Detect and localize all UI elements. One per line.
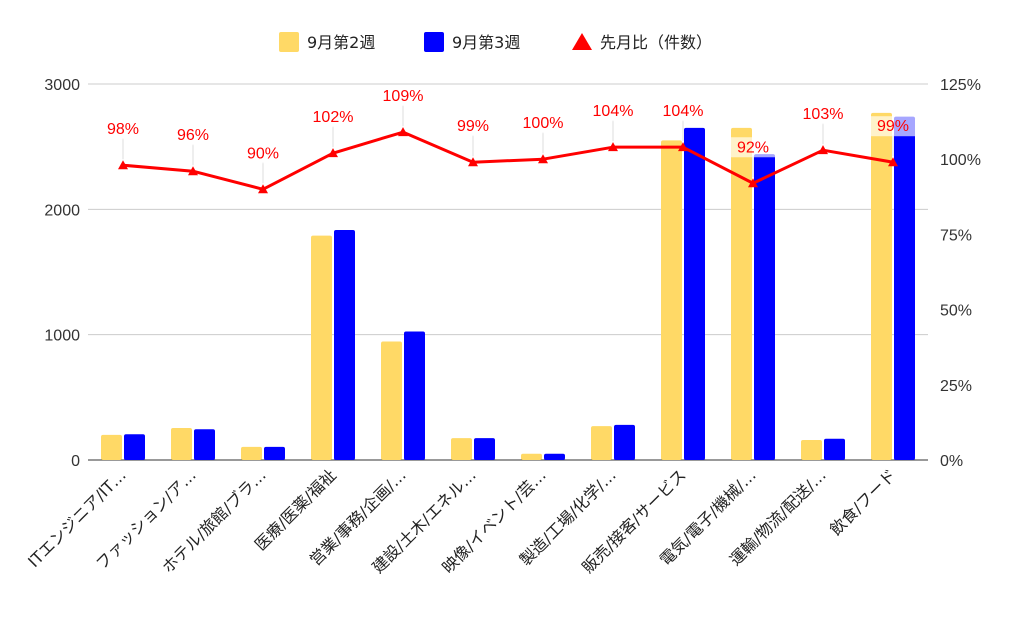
line-point: [888, 157, 898, 167]
y-right-tick-label: 125%: [940, 77, 981, 94]
bar: [661, 140, 682, 460]
bar: [264, 446, 285, 460]
legend-label: 先月比（件数）: [600, 33, 712, 52]
ratio-line: [118, 127, 898, 194]
bar: [194, 429, 215, 460]
legend-swatch: [279, 32, 299, 52]
bars: [101, 112, 915, 461]
gridlines: [88, 83, 928, 461]
category-labels: ITエンジニア/IT…ファッション/ア…ホテル/旅館/ブラ…医療/医薬/福祉営業…: [24, 465, 900, 577]
data-label-bg: [171, 125, 215, 146]
bar: [894, 116, 915, 460]
data-label: 92%: [737, 139, 769, 156]
data-label-bg: [801, 104, 845, 125]
line-point: [748, 178, 758, 188]
line-point: [398, 127, 408, 137]
data-label-bg: [451, 116, 495, 137]
line-point: [468, 157, 478, 167]
data-label-bg: [871, 116, 915, 137]
data-label: 99%: [457, 118, 489, 135]
bar: [684, 127, 705, 460]
y-right-tick-label: 75%: [940, 227, 972, 244]
line-series: [122, 130, 894, 191]
bar: [381, 341, 402, 460]
bar: [614, 424, 635, 460]
y-left-tick-label: 3000: [44, 77, 80, 94]
y-right-tick-label: 25%: [940, 378, 972, 395]
y-right-tick-label: 100%: [940, 152, 981, 169]
bar: [754, 154, 775, 461]
data-label-bg: [101, 119, 145, 140]
bar: [591, 426, 612, 460]
data-label: 102%: [313, 109, 354, 126]
bar: [171, 428, 192, 460]
data-label-bg: [521, 113, 565, 134]
bar: [474, 438, 495, 460]
bar: [871, 112, 892, 461]
bar: [731, 127, 752, 460]
y-left-tick-label: 1000: [44, 328, 80, 345]
bar: [544, 453, 565, 460]
axis-ticks: 0 1000 2000 3000 0% 25% 50% 75% 100% 125%: [44, 77, 981, 470]
data-labels: 98% 96% 90% 102% 109% 99% 100% 104% 104% 92% 103% 9…: [101, 86, 915, 184]
data-label: 104%: [593, 103, 634, 120]
data-label: 96%: [177, 127, 209, 144]
data-label: 109%: [383, 88, 424, 105]
data-label-bg: [661, 101, 705, 122]
legend-label: 9月第2週: [307, 33, 375, 52]
data-label: 90%: [247, 145, 279, 162]
bar: [824, 438, 845, 460]
legend-swatch: [424, 32, 444, 52]
data-label: 99%: [877, 118, 909, 135]
data-label: 104%: [663, 103, 704, 120]
y-right-tick-label: 50%: [940, 303, 972, 320]
bar: [101, 434, 122, 460]
bar: [311, 235, 332, 460]
bar: [451, 438, 472, 460]
bar: [521, 453, 542, 460]
bar: [801, 439, 822, 460]
line-point: [188, 166, 198, 176]
data-label-bg: [381, 86, 425, 107]
y-left-tick-label: 0: [71, 453, 80, 470]
data-label: 98%: [107, 121, 139, 138]
data-label-bg: [591, 101, 635, 122]
data-label: 103%: [803, 106, 844, 123]
data-label-bg: [731, 137, 775, 158]
legend: 9月第2週 9月第3週 先月比（件数）: [279, 32, 712, 52]
data-label-bg: [241, 143, 285, 164]
line-point: [608, 142, 618, 152]
bar: [334, 230, 355, 460]
category-label: 飲食/フード: [826, 465, 900, 539]
data-label-bg: [311, 107, 355, 128]
line-point: [118, 160, 128, 170]
bar: [404, 331, 425, 460]
line-point: [258, 184, 268, 194]
data-label: 100%: [523, 115, 564, 132]
bar: [241, 446, 262, 460]
legend-label: 9月第3週: [452, 33, 520, 52]
bar: [124, 434, 145, 460]
y-right-tick-label: 0%: [940, 453, 963, 470]
line-point: [328, 148, 338, 158]
legend-marker-triangle: [572, 33, 592, 50]
line-point: [538, 154, 548, 164]
y-left-tick-label: 2000: [44, 202, 80, 219]
line-point: [678, 142, 688, 152]
line-point: [818, 145, 828, 155]
